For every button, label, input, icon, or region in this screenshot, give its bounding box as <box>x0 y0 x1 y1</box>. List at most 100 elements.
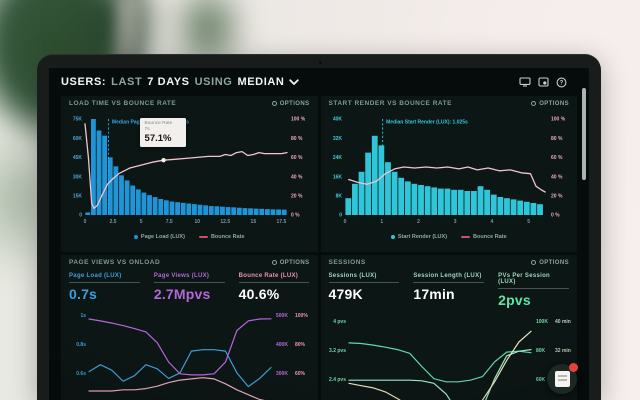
metric-value: 2.7Mpvs <box>153 286 211 302</box>
svg-text:60K: 60K <box>536 377 546 383</box>
legend-item: Page Load (LUX) <box>133 234 185 240</box>
legend-label: Start Render (LUX) <box>397 233 448 240</box>
metric-page-views-lux: Page Views (LUX) 2.7Mpvs <box>153 273 225 302</box>
svg-text:24K: 24K <box>332 155 342 161</box>
legend-line-marker <box>198 235 208 238</box>
chart-legend: Start Render (LUX) Bounce Rate <box>321 231 578 242</box>
svg-text:15K: 15K <box>73 194 83 200</box>
legend-dot-marker <box>390 234 395 239</box>
metric-sessions-lux: Sessions (LUX) 479K <box>328 273 400 308</box>
metrics-row: Page Load (LUX) 0.7s Page Views (LUX) 2.7Mp… <box>61 268 318 304</box>
svg-text:100 %: 100 % <box>551 117 566 123</box>
options-label: OPTIONS <box>279 259 310 266</box>
dashboard-grid: LOAD TIME VS BOUNCE RATE OPTIONS 75K 60K 4… <box>61 96 577 400</box>
svg-text:5: 5 <box>140 219 143 225</box>
median-dropdown[interactable]: MEDIAN <box>237 76 300 88</box>
legend-label: Bounce Rate <box>210 233 245 240</box>
metric-label: Session Length (LUX) <box>413 273 485 283</box>
svg-text:60 %: 60 % <box>551 155 563 161</box>
svg-text:75K: 75K <box>73 117 83 123</box>
options-button[interactable]: OPTIONS <box>271 259 310 266</box>
webcam <box>319 61 322 64</box>
tooltip-value: 57.1% <box>144 133 172 145</box>
legend-item: Bounce Rate <box>461 234 507 240</box>
metric-value: 2pvs <box>498 292 531 308</box>
svg-text:17.5: 17.5 <box>277 219 287 225</box>
panel-title: START RENDER VS BOUNCE RATE <box>328 100 452 107</box>
svg-text:0: 0 <box>84 219 87 225</box>
panel-page-views-vs-onload: PAGE VIEWS VS ONLOAD OPTIONS Page Load (… <box>61 255 318 400</box>
options-label: OPTIONS <box>279 100 310 107</box>
svg-text:60 %: 60 % <box>291 155 303 161</box>
metric-label: Bounce Rate (LUX) <box>238 273 310 283</box>
metric-label: PVs Per Session (LUX) <box>498 273 569 289</box>
header-users-label: USERS: <box>61 76 107 88</box>
panel-title: SESSIONS <box>328 259 366 266</box>
tooltip-subtitle: 7s <box>144 127 150 133</box>
laptop-bezel: USERS: LAST 7 DAYS USING MEDIAN <box>37 54 601 400</box>
chart-legend: Page Load (LUX) Bounce Rate <box>61 231 318 242</box>
metric-value: 17min <box>413 286 455 302</box>
svg-text:0.8s: 0.8s <box>76 342 86 348</box>
dashboard-screen: USERS: LAST 7 DAYS USING MEDIAN <box>49 68 589 400</box>
metrics-row: Sessions (LUX) 479K Session Length (LUX) 17… <box>321 268 578 310</box>
svg-text:?: ? <box>560 80 564 86</box>
gear-icon <box>271 260 277 265</box>
legend-line-marker <box>461 235 471 238</box>
svg-text:40 min: 40 min <box>555 319 571 325</box>
image-icon[interactable] <box>538 77 549 87</box>
svg-text:40 %: 40 % <box>551 174 563 180</box>
legend-label: Bounce Rate <box>473 233 507 240</box>
svg-text:10: 10 <box>194 219 200 225</box>
svg-text:3.2 pvs: 3.2 pvs <box>329 348 346 354</box>
svg-text:100 %: 100 % <box>291 117 306 123</box>
options-button[interactable]: OPTIONS <box>531 260 569 266</box>
svg-text:0: 0 <box>339 213 342 219</box>
display-icon[interactable] <box>519 77 531 87</box>
svg-text:80 %: 80 % <box>291 136 303 142</box>
svg-text:20 %: 20 % <box>551 194 563 200</box>
legend-item: Start Render (LUX) <box>390 233 448 240</box>
metric-pvs-per-session-lux: PVs Per Session (LUX) 2pvs <box>498 273 569 308</box>
page-views-line-chart[interactable]: 1s0.8s0.6s0.4s500K400K300K200K100%80%60%… <box>65 304 317 400</box>
svg-text:32 min: 32 min <box>555 348 571 354</box>
svg-text:3: 3 <box>453 219 456 225</box>
svg-text:40 %: 40 % <box>291 174 303 180</box>
header-toolbar: ? <box>519 77 567 88</box>
svg-text:30K: 30K <box>73 174 83 180</box>
scrollbar[interactable] <box>582 88 586 180</box>
options-label: OPTIONS <box>539 259 569 266</box>
svg-text:500K: 500K <box>276 313 288 319</box>
metric-value: 0.7s <box>69 286 98 302</box>
metric-session-length-lux: Session Length (LUX) 17min <box>413 273 485 308</box>
svg-text:32K: 32K <box>332 136 342 142</box>
legend-dot-marker <box>133 234 138 239</box>
svg-text:40K: 40K <box>332 117 342 123</box>
gear-icon <box>531 101 537 106</box>
svg-text:80 %: 80 % <box>551 136 563 142</box>
options-button[interactable]: OPTIONS <box>531 101 569 107</box>
book-icon <box>554 371 570 387</box>
load-time-histogram-chart[interactable]: 75K 60K 45K 30K 15K 0 100 % 80 % 60 % 40 % 20 % 0 %… <box>65 109 317 231</box>
svg-text:7.5: 7.5 <box>166 219 173 225</box>
chevron-down-icon <box>289 78 300 85</box>
chat-widget-button[interactable] <box>547 363 578 394</box>
metric-value: 479K <box>328 286 363 302</box>
svg-text:400K: 400K <box>276 342 288 348</box>
svg-text:12.5: 12.5 <box>220 219 230 225</box>
gear-icon <box>271 101 277 106</box>
options-button[interactable]: OPTIONS <box>271 100 310 107</box>
svg-text:1: 1 <box>380 219 383 225</box>
svg-text:0 %: 0 % <box>291 213 300 219</box>
tooltip-title: Bounce Rate <box>144 121 173 127</box>
svg-text:1s: 1s <box>80 313 86 319</box>
svg-text:80%: 80% <box>295 342 306 348</box>
panel-start-render-vs-bounce-rate: START RENDER VS BOUNCE RATE OPTIONS 40K 3… <box>320 96 578 252</box>
panel-load-time-vs-bounce-rate: LOAD TIME VS BOUNCE RATE OPTIONS 75K 60K 4… <box>61 96 318 252</box>
metric-label: Page Views (LUX) <box>153 273 225 283</box>
help-icon[interactable]: ? <box>556 77 567 88</box>
svg-text:2: 2 <box>417 219 420 225</box>
start-render-histogram-chart[interactable]: 40K 32K 24K 16K 8K 0 100 % 80 % 60 % 40 % 20 % 0 % 0… <box>325 109 577 231</box>
svg-text:4: 4 <box>490 219 493 225</box>
